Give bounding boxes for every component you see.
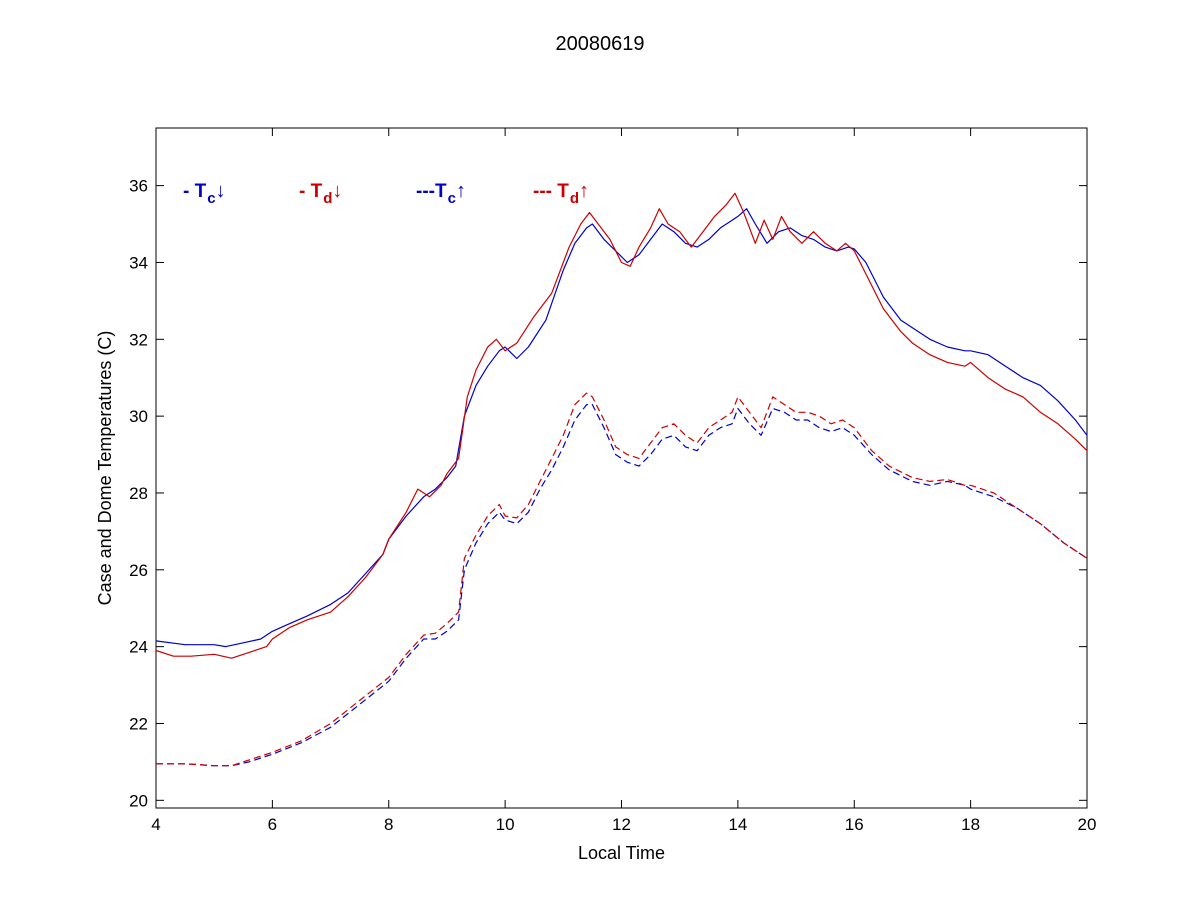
y-tick-label: 22 [129,714,148,733]
x-axis-label: Local Time [578,843,665,863]
series-line-1 [155,208,1088,648]
legend-prefix: ---T [416,181,447,202]
x-tick-label: 18 [961,815,980,834]
y-tick-label: 30 [129,407,148,426]
legend-subscript: d [323,190,333,207]
x-tick-label: 12 [612,815,631,834]
arrow-down-icon: ↓ [215,180,226,202]
legend-subscript: c [447,190,456,207]
series-line-2 [155,192,1088,659]
legend-prefix: --- T [533,181,569,202]
arrow-down-icon: ↓ [332,180,343,202]
y-axis-label: Case and Dome Temperatures (C) [95,331,115,606]
y-tick-label: 34 [129,253,148,272]
series-line-4 [156,392,1088,767]
x-tick-label: 16 [845,815,864,834]
legend-subscript: d [569,190,580,207]
y-tick-label: 26 [129,561,148,580]
legend-item: - Td↓ [299,180,342,207]
legend-prefix: - T [183,181,207,202]
x-tick-label: 10 [496,815,515,834]
y-tick-label: 32 [129,330,148,349]
chart-title: 20080619 [555,33,645,55]
arrow-up-icon: ↑ [579,180,590,202]
axes-box [155,127,1088,809]
y-tick-label: 20 [129,791,148,810]
legend-subscript: c [207,190,216,207]
legend-prefix: - T [299,181,323,202]
x-tick-label: 8 [384,815,393,834]
x-tick-label: 14 [728,815,747,834]
y-tick-label: 28 [129,484,148,503]
arrow-up-icon: ↑ [455,180,466,202]
series-line-3 [156,404,1088,767]
legend-item: - Tc↓ [183,180,226,207]
legend-item: ---Tc↑ [416,180,466,207]
legend-item: --- Td↑ [533,180,589,207]
x-tick-label: 4 [151,815,160,834]
y-tick-label: 36 [129,177,148,196]
x-tick-label: 20 [1078,815,1097,834]
y-tick-label: 24 [129,638,148,657]
x-tick-label: 6 [268,815,277,834]
